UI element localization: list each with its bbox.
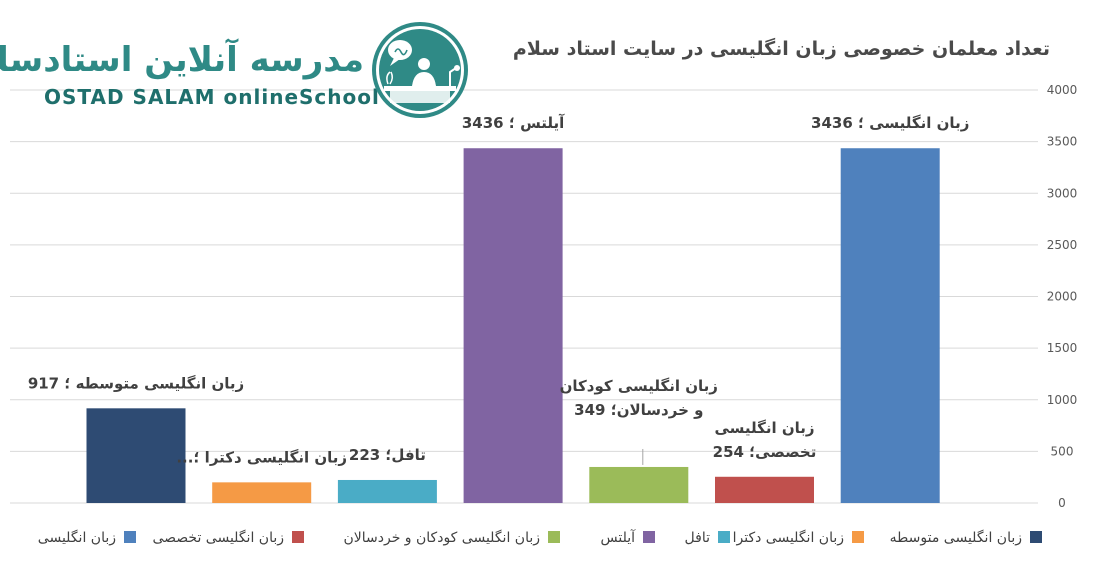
bar xyxy=(840,148,940,503)
data-label: زبان انگلیسی دکترا ؛... xyxy=(176,448,347,466)
legend-swatch xyxy=(718,531,730,543)
data-label: زبان انگلیسی ؛ 3436 xyxy=(811,114,969,132)
y-tick-label: 2000 xyxy=(1047,290,1078,304)
legend-label: زبان انگلیسی xyxy=(38,529,116,546)
legend-swatch xyxy=(292,531,304,543)
legend-swatch xyxy=(124,531,136,543)
legend-label: زبان انگلیسی دکترا xyxy=(733,529,844,546)
y-tick-label: 4000 xyxy=(1047,83,1078,97)
brand-name-english: OSTAD SALAM onlineSchool xyxy=(44,85,380,109)
bar xyxy=(463,148,563,503)
legend-label: آیلتس xyxy=(601,529,637,546)
data-label: زبان انگلیسی xyxy=(714,419,814,437)
legend-label: زبان انگلیسی متوسطه xyxy=(890,529,1022,546)
y-tick-label: 2500 xyxy=(1047,238,1078,252)
data-label: آیلتس ؛ 3436 xyxy=(462,114,565,132)
data-label: و خردسالان؛ 349 xyxy=(574,401,703,419)
bars xyxy=(86,148,940,503)
y-tick-label: 3000 xyxy=(1047,186,1078,200)
data-labels: زبان انگلیسی متوسطه ؛ 917 زبان انگلیسی دک… xyxy=(28,114,970,466)
y-tick-label: 1000 xyxy=(1047,393,1078,407)
chart-title: تعداد معلمان خصوصی زبان انگلیسی در سایت … xyxy=(512,38,1050,60)
data-label: تافل؛ 223 xyxy=(349,446,426,464)
legend: زبان انگلیسی متوسطه زبان انگلیسی دکترا تاف… xyxy=(38,529,1042,546)
legend-swatch xyxy=(643,531,655,543)
bar xyxy=(337,479,437,503)
bar xyxy=(715,476,814,503)
data-label: زبان انگلیسی متوسطه ؛ 917 xyxy=(28,374,244,392)
y-tick-label: 1500 xyxy=(1047,341,1078,355)
bar xyxy=(86,408,186,503)
bar xyxy=(212,482,312,503)
legend-label: زبان انگلیسی تخصصی xyxy=(152,529,284,546)
legend-swatch xyxy=(548,531,560,543)
y-tick-label: 500 xyxy=(1051,444,1074,458)
y-tick-label: 3500 xyxy=(1047,135,1078,149)
y-axis-ticks: 0 500 1000 1500 2000 2500 3000 3500 4000 xyxy=(1047,83,1078,510)
data-label: زبان انگلیسی کودکان xyxy=(560,377,718,395)
school-logo-icon xyxy=(372,22,468,118)
bar xyxy=(589,466,689,503)
legend-swatch xyxy=(1030,531,1042,543)
legend-label: زبان انگلیسی کودکان و خردسالان xyxy=(343,529,540,546)
legend-label: تافل xyxy=(685,530,711,546)
y-tick-label: 0 xyxy=(1058,496,1066,510)
legend-swatch xyxy=(852,531,864,543)
data-label: تخصصی؛ 254 xyxy=(713,443,817,461)
